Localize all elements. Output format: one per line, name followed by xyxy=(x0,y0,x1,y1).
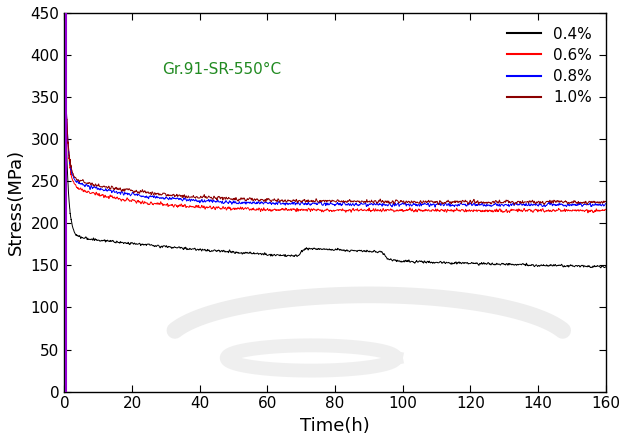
0.8% xyxy=(488,203,496,209)
0.8% xyxy=(378,202,386,208)
1.0% xyxy=(435,202,442,207)
1.0% xyxy=(356,200,364,205)
Line: 0.4%: 0.4% xyxy=(65,34,606,268)
Legend: 0.4%, 0.6%, 0.8%, 1.0%: 0.4%, 0.6%, 0.8%, 1.0% xyxy=(501,21,598,111)
1.0% xyxy=(61,33,68,38)
0.4% xyxy=(416,259,424,264)
0.8% xyxy=(431,205,439,210)
0.8% xyxy=(356,202,364,208)
0.4% xyxy=(61,31,68,36)
0.4% xyxy=(488,260,496,266)
1.0% xyxy=(488,199,496,205)
0.6% xyxy=(61,30,68,35)
1.0% xyxy=(358,198,366,204)
1.0% xyxy=(602,199,609,204)
0.6% xyxy=(584,210,592,216)
1.0% xyxy=(61,32,68,38)
1.0% xyxy=(178,193,186,198)
0.8% xyxy=(358,201,366,206)
0.4% xyxy=(378,249,386,254)
0.8% xyxy=(602,201,609,206)
Line: 0.8%: 0.8% xyxy=(65,34,606,207)
0.8% xyxy=(61,31,68,36)
0.8% xyxy=(177,197,185,202)
0.6% xyxy=(416,207,424,213)
0.6% xyxy=(488,208,496,213)
X-axis label: Time(h): Time(h) xyxy=(300,417,370,435)
0.6% xyxy=(358,206,366,212)
0.4% xyxy=(177,245,185,250)
Line: 1.0%: 1.0% xyxy=(65,35,606,205)
0.4% xyxy=(602,264,609,270)
0.6% xyxy=(177,202,185,207)
Y-axis label: Stress(MPa): Stress(MPa) xyxy=(7,149,25,255)
Line: 0.6%: 0.6% xyxy=(65,32,606,213)
0.4% xyxy=(356,248,364,253)
0.6% xyxy=(356,208,364,213)
Text: Gr.91-SR-550°C: Gr.91-SR-550°C xyxy=(162,61,281,76)
1.0% xyxy=(417,198,424,203)
0.4% xyxy=(358,248,366,253)
0.6% xyxy=(602,207,609,212)
1.0% xyxy=(378,199,386,205)
0.4% xyxy=(597,265,604,271)
0.6% xyxy=(378,209,386,214)
0.8% xyxy=(416,200,424,206)
